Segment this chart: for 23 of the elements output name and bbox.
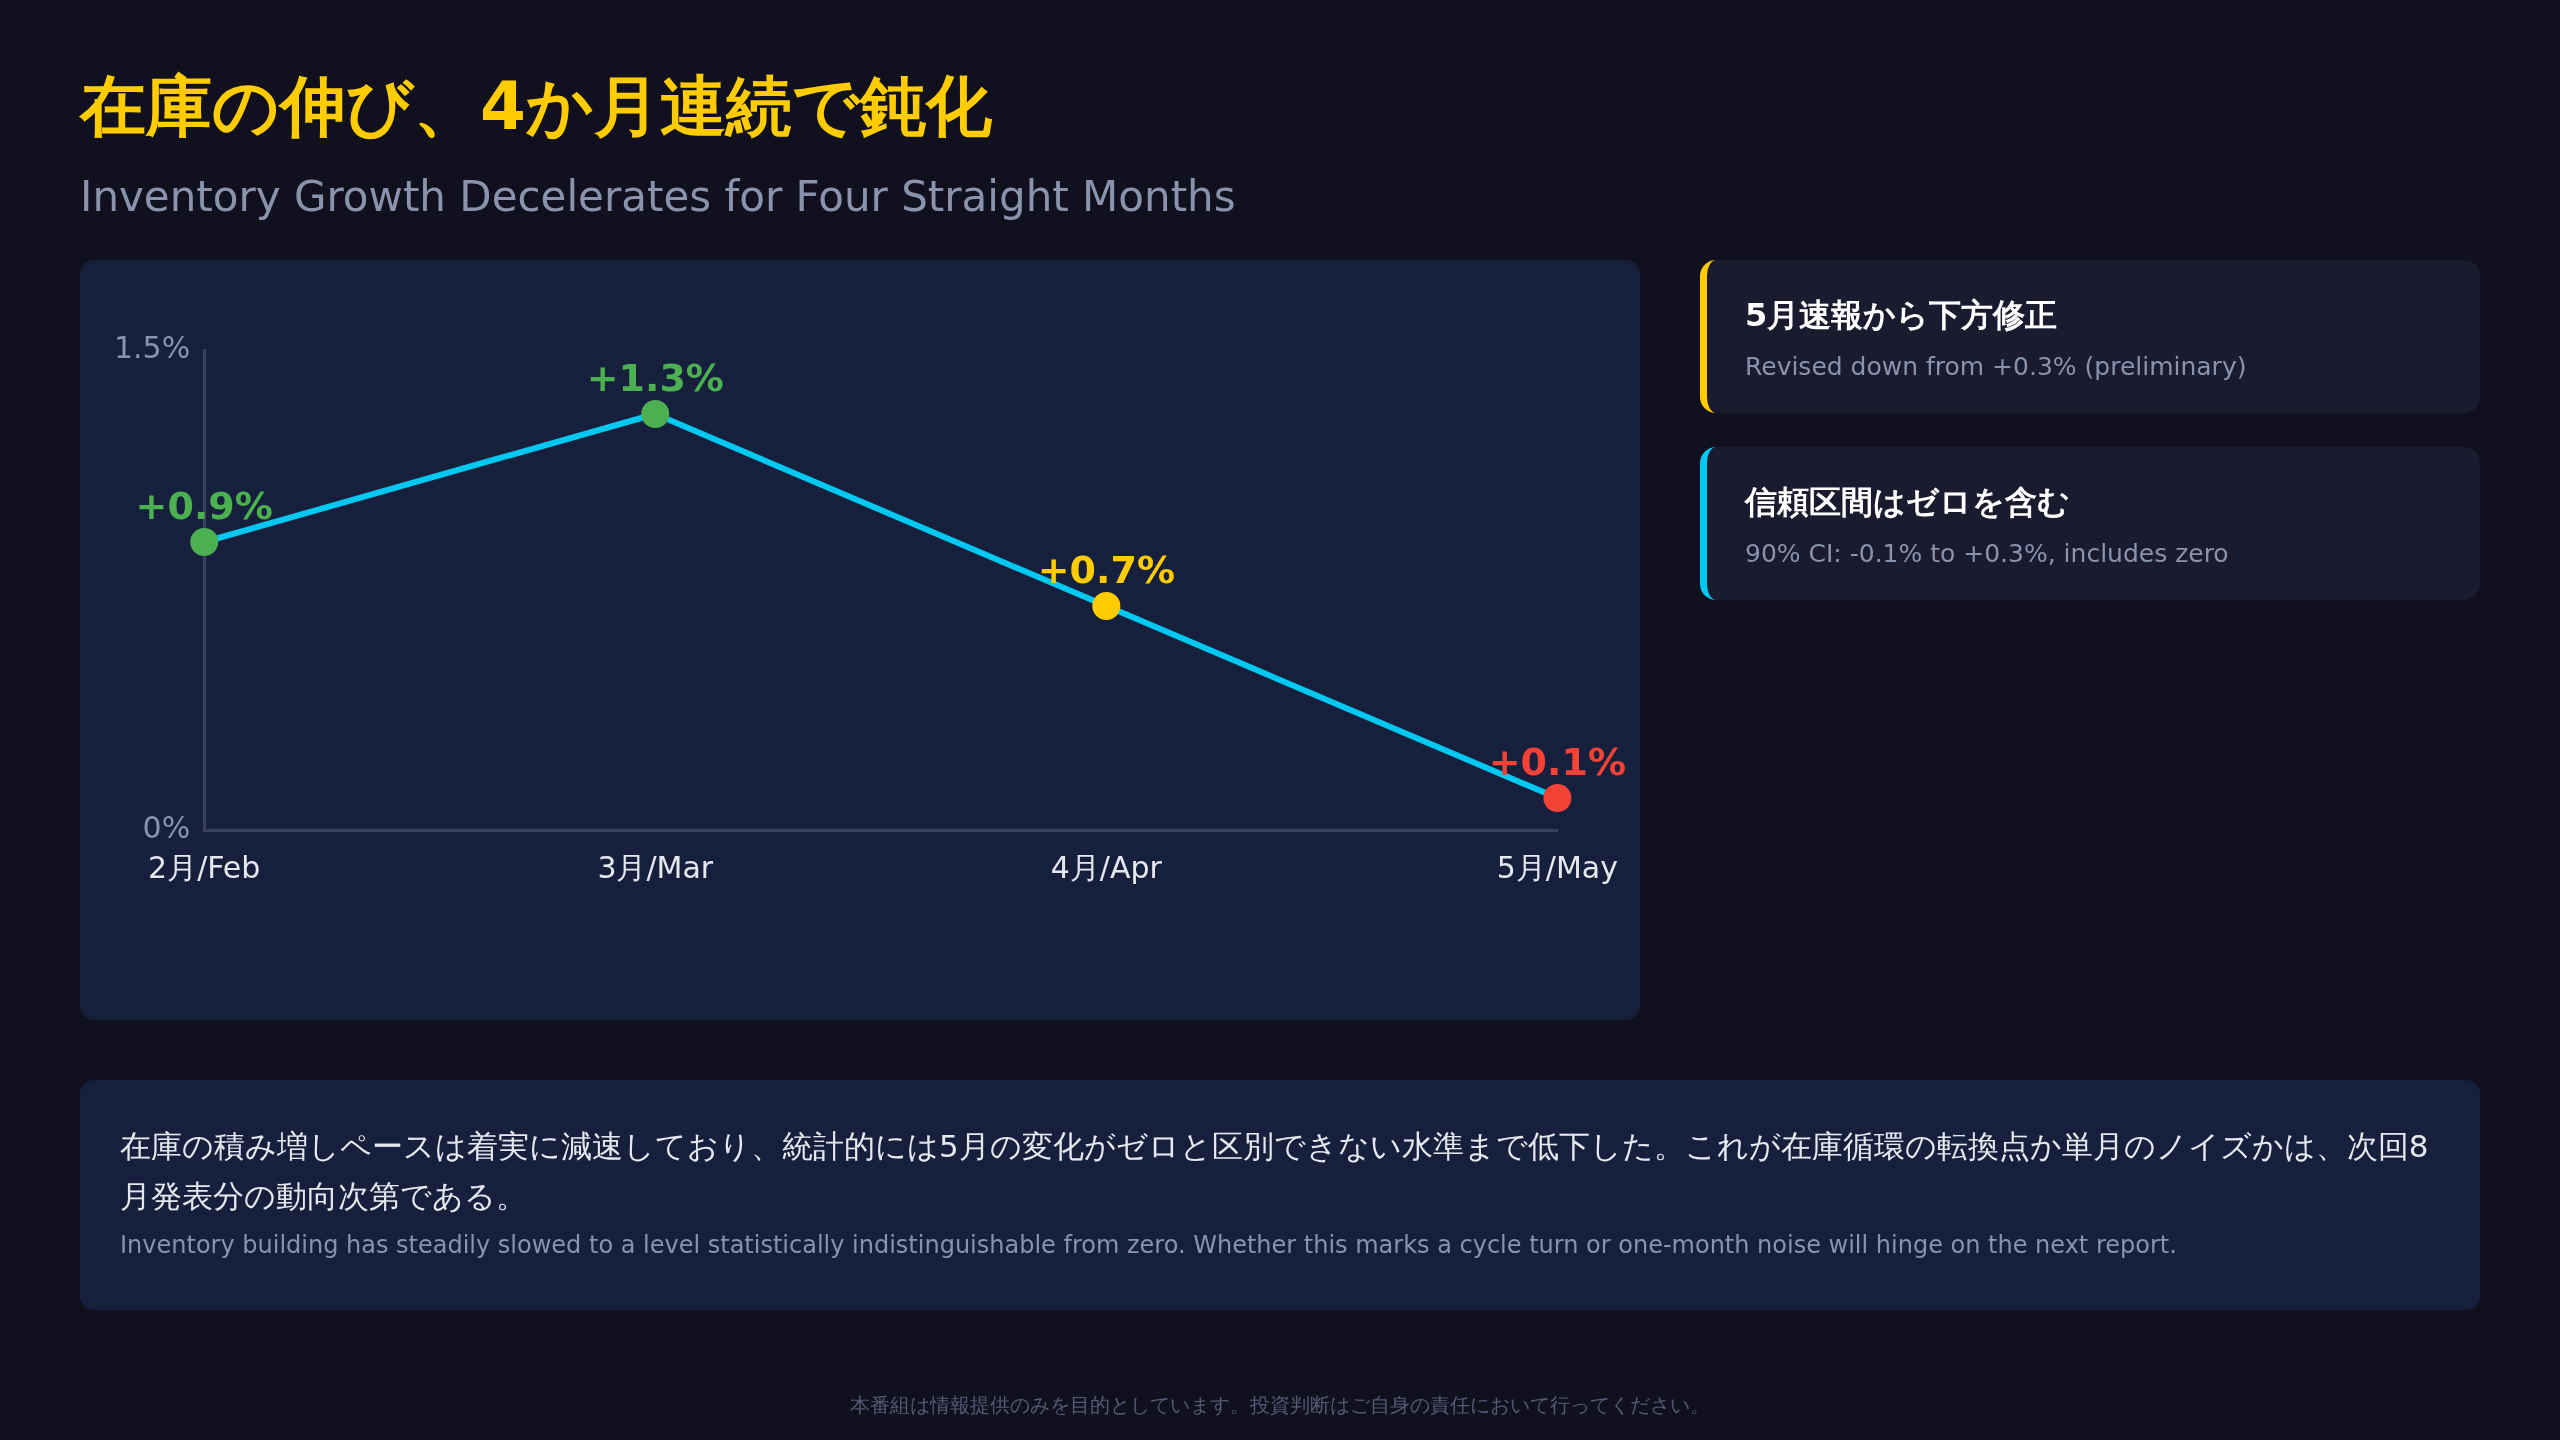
text: 本番組は情報提供のみを目的としています。投資判断はご自身の責任において行ってください。 (849, 1392, 1711, 1419)
chart-title: 在庫の伸び、4か月連続で鈍化 (80, 67, 992, 147)
text: 信頼区間はゼロを含む (1745, 482, 2071, 523)
y-tick-label: 1.5% (114, 329, 191, 365)
x-tick-label: 3月/Mar (597, 849, 714, 885)
point (641, 400, 670, 428)
text: 90% CI: -0.1% to +0.3%, includes zero (1745, 539, 2230, 568)
chart-subtitle: Inventory Growth Decelerates for Four Straight Months (80, 172, 1236, 221)
data-label: +0.7% (1037, 547, 1175, 592)
x-tick-label: 4月/Apr (1050, 849, 1163, 885)
data-label: +0.1% (1488, 739, 1627, 784)
point (1092, 592, 1121, 620)
x-tick-label: 5月/May (1496, 849, 1618, 885)
text: Revised down from +0.3% (preliminary) (1745, 352, 2248, 381)
y-tick-label: 0% (142, 809, 191, 845)
text: 在庫の積み増しペースは着実に減速しており、統計的には5月の変化がゼロと区別できない水準まで低下した。これが在庫循環の転換点か単月のノイズかは、次回8月発表分の動向次第である。 (120, 1127, 2430, 1216)
text: 5月速報から下方修正 (1745, 295, 2059, 336)
point (190, 528, 219, 556)
text: Inventory building has steadily slowed to a level statistically indistinguishable from zero. Whether this marks a cycle turn or one-month noise will hinge on the next report. (120, 1231, 2178, 1260)
data-label: +0.9% (135, 483, 273, 528)
data-label: +1.3% (586, 355, 724, 400)
point (1543, 784, 1572, 812)
x-tick-label: 2月/Feb (148, 849, 261, 885)
